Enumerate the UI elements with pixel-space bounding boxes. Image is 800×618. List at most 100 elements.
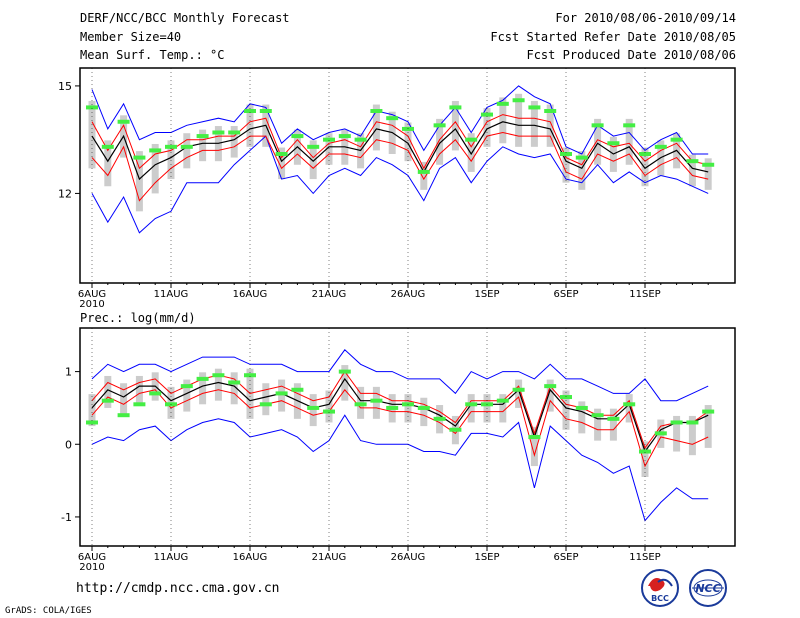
spread-box xyxy=(199,372,207,405)
observed-marker xyxy=(449,427,462,432)
agency-logos: BCC NCC xyxy=(641,569,727,607)
upper-line xyxy=(91,114,709,170)
observed-marker xyxy=(591,413,604,418)
observed-marker xyxy=(101,398,114,403)
y-tick-label: 0 xyxy=(65,438,72,451)
footer-url[interactable]: http://cmdp.ncc.cma.gov.cn xyxy=(76,581,280,596)
spread-box xyxy=(625,394,633,423)
spread-box xyxy=(230,372,238,405)
spread-box xyxy=(499,97,507,144)
observed-marker xyxy=(149,148,162,153)
spread-box xyxy=(704,158,712,190)
observed-marker xyxy=(117,119,130,124)
observed-marker xyxy=(560,152,572,156)
spread-box xyxy=(309,394,317,427)
spread-box xyxy=(515,379,523,408)
spread-box xyxy=(278,147,286,180)
x-tick-label: 16AUG xyxy=(233,289,268,300)
observed-marker xyxy=(512,387,525,392)
y-tick-label: 15 xyxy=(58,80,72,93)
spread-box xyxy=(546,379,554,412)
observed-marker xyxy=(560,395,572,400)
observed-marker xyxy=(386,116,399,121)
observed-marker xyxy=(86,420,98,425)
observed-marker xyxy=(496,398,509,403)
min-line xyxy=(91,135,709,234)
spread-box xyxy=(436,118,444,165)
observed-marker xyxy=(259,402,272,407)
spread-box xyxy=(246,104,254,147)
spread-box xyxy=(183,133,191,169)
spread-box xyxy=(688,415,696,456)
observed-marker xyxy=(433,416,446,421)
forecast-produced-date: Fcst Produced Date 2010/08/06 xyxy=(526,48,736,62)
observed-marker xyxy=(465,402,478,407)
spread-box xyxy=(578,151,586,190)
x-tick-label: 11SEP xyxy=(629,289,660,300)
observed-marker xyxy=(338,134,351,139)
observed-marker xyxy=(686,420,699,425)
min-line xyxy=(91,414,709,522)
spread-box xyxy=(499,394,507,423)
observed-marker xyxy=(275,391,288,396)
x-tick-label: 26AUG xyxy=(391,289,426,300)
observed-marker xyxy=(417,405,430,410)
spread-box xyxy=(562,147,570,183)
spread-box xyxy=(688,154,696,187)
spread-box xyxy=(562,390,570,430)
observed-marker xyxy=(528,435,541,439)
observed-marker xyxy=(244,373,256,378)
observed-marker xyxy=(212,373,225,378)
observed-marker xyxy=(639,152,651,156)
spread-box xyxy=(325,390,333,423)
observed-marker xyxy=(544,384,557,389)
x-tick-label: 21AUG xyxy=(312,289,347,300)
spread-box xyxy=(594,408,602,441)
spread-box xyxy=(309,140,317,180)
spread-box xyxy=(578,401,586,434)
observed-marker xyxy=(354,137,367,142)
observed-marker xyxy=(323,137,335,142)
observed-marker xyxy=(133,402,146,407)
observed-marker xyxy=(133,155,146,160)
x-tick-label: 11AUG xyxy=(154,289,189,300)
observed-marker xyxy=(670,420,683,425)
observed-marker xyxy=(670,137,683,142)
observed-marker xyxy=(101,144,114,149)
observed-marker xyxy=(639,449,651,454)
bcc-logo-text: BCC xyxy=(651,594,669,603)
year-label: 2010 xyxy=(79,562,104,573)
observed-marker xyxy=(117,413,130,418)
observed-marker xyxy=(196,376,209,381)
observed-marker xyxy=(544,109,557,113)
x-tick-label: 6SEP xyxy=(553,552,578,563)
spread-box xyxy=(341,365,349,401)
observed-marker xyxy=(228,380,241,385)
observed-marker xyxy=(291,134,304,139)
spread-box xyxy=(135,375,143,405)
observed-marker xyxy=(623,402,636,407)
spread-box xyxy=(167,140,175,180)
spread-box xyxy=(104,375,112,408)
observed-marker xyxy=(607,141,620,146)
bcc-logo: BCC xyxy=(641,569,679,607)
x-tick-label: 26AUG xyxy=(391,552,426,563)
observed-marker xyxy=(165,144,177,149)
spread-box xyxy=(467,133,475,172)
spread-box xyxy=(151,143,159,194)
spread-box xyxy=(135,151,143,212)
observed-marker xyxy=(417,169,430,174)
max-line xyxy=(91,85,709,155)
spread-box xyxy=(199,129,207,162)
observed-marker xyxy=(386,405,399,410)
spread-box xyxy=(214,368,222,401)
observed-marker xyxy=(702,162,715,167)
spread-box xyxy=(88,394,96,427)
observed-marker xyxy=(607,416,620,421)
upper-line xyxy=(91,370,709,449)
spread-box xyxy=(104,140,112,187)
mean-line xyxy=(91,377,709,453)
ncc-logo: NCC xyxy=(689,569,727,607)
x-tick-label: 6SEP xyxy=(553,289,578,300)
precip-panel-title: Prec.: log(mm/d) xyxy=(80,311,196,325)
